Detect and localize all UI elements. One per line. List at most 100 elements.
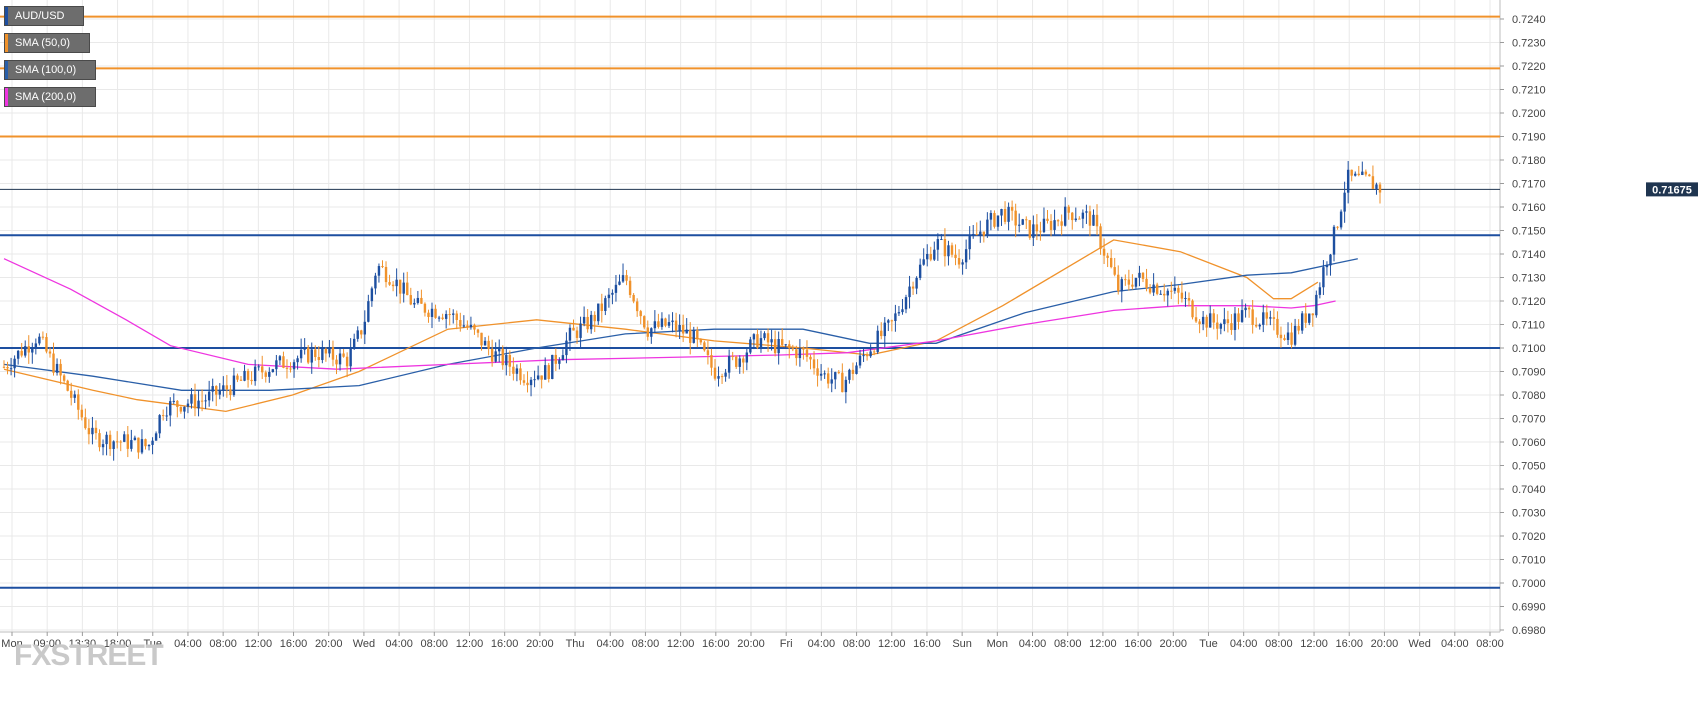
candle-bear (420, 297, 423, 304)
candle-bull (494, 351, 497, 362)
candle-bull (352, 338, 356, 349)
candle-bull (544, 365, 547, 380)
candle-bull (328, 347, 331, 354)
candle-bull (922, 259, 925, 265)
candle-bull (621, 275, 625, 282)
candle-bear (1046, 218, 1049, 221)
candle-bull (367, 301, 370, 322)
candle-bull (770, 339, 773, 343)
candle-bull (222, 385, 225, 391)
candle-bear (1127, 279, 1131, 285)
candle-bull (834, 372, 837, 380)
candles (2, 161, 1382, 461)
candle-bull (936, 239, 940, 250)
candle-bear (1237, 313, 1240, 322)
candle-bull (310, 349, 313, 363)
candle-bull (211, 386, 214, 392)
candle-bear (929, 253, 932, 260)
candle-bear (1265, 312, 1269, 319)
candle-bull (123, 434, 126, 442)
x-tick-label: Wed (1408, 638, 1430, 650)
candle-bear (1254, 324, 1258, 327)
x-tick-label: 12:00 (1089, 638, 1117, 650)
candle-bull (1134, 277, 1138, 287)
candle-bull (31, 347, 34, 353)
candle-bear (890, 320, 894, 322)
candle-bear (1148, 288, 1152, 293)
candle-bear (632, 295, 635, 302)
candle-bear (1102, 248, 1106, 256)
candle-bull (607, 294, 611, 299)
candle-bear (264, 372, 267, 377)
candle-bear (1025, 219, 1028, 221)
candle-bull (437, 317, 441, 319)
y-tick-label: 0.7010 (1512, 555, 1546, 567)
candle-bear (1180, 292, 1184, 299)
candle-bull (1166, 290, 1169, 296)
x-tick-label: 20:00 (1371, 638, 1399, 650)
x-tick-label: 20:00 (315, 638, 343, 650)
candle-bear (982, 231, 986, 236)
candle-bull (887, 320, 890, 323)
candle-bear (1216, 322, 1219, 329)
legend-sma100[interactable]: SMA (100,0) (4, 60, 96, 80)
candle-bull (9, 368, 13, 370)
legend-sma200[interactable]: SMA (200,0) (4, 87, 96, 107)
candle-bull (469, 324, 473, 328)
candle-bear (657, 321, 660, 327)
x-axis: Mon 09:00 13:30 18:00 Tue 04:00 08:00 12:00 16:0… (1, 632, 1504, 650)
candle-bull (1184, 298, 1187, 300)
candle-bull (1209, 313, 1212, 328)
candle-bear (1194, 317, 1198, 322)
candle-bear (261, 366, 264, 373)
candle-bear (6, 366, 9, 369)
candle-bull (901, 309, 904, 313)
candle-bear (865, 355, 869, 357)
x-tick-label: 08:00 (1054, 638, 1082, 650)
y-tick-label: 0.7020 (1512, 531, 1546, 543)
candle-bear (575, 330, 579, 338)
candle-bull (926, 253, 929, 260)
candle-bull (964, 249, 968, 263)
candle-bear (62, 375, 66, 381)
candle-bull (275, 360, 278, 370)
candle-bull (374, 275, 377, 289)
candle-bear (391, 284, 395, 287)
x-tick-label: 12:00 (456, 638, 484, 650)
candle-bull (1262, 312, 1265, 325)
candle-bull (370, 288, 374, 302)
legend-pair[interactable]: AUD/USD (4, 6, 84, 26)
candle-bull (1354, 173, 1357, 176)
legend-sma50[interactable]: SMA (50,0) (4, 33, 90, 53)
candle-bull (947, 245, 950, 257)
candle-bull (1053, 220, 1056, 230)
candle-bull (1201, 316, 1205, 325)
candle-bull (147, 444, 151, 447)
candle-bear (1049, 220, 1053, 230)
candle-bull (1269, 317, 1272, 319)
y-tick-label: 0.7240 (1512, 14, 1546, 26)
candle-bear (674, 320, 678, 331)
candle-bull (416, 297, 420, 303)
candle-bear (94, 427, 98, 434)
candle-bull (869, 351, 872, 357)
candle-bull (140, 439, 144, 453)
legend-sma50-label: SMA (50,0) (15, 37, 71, 49)
candle-bull (402, 282, 405, 294)
candle-bear (1131, 284, 1134, 287)
candle-bear (720, 376, 724, 378)
candle-bull (1329, 254, 1332, 266)
candle-bear (331, 347, 335, 360)
y-tick-label: 0.7120 (1512, 296, 1546, 308)
x-tick-label: Mon (1, 638, 22, 650)
candle-bull (395, 279, 398, 287)
y-tick-label: 0.7110 (1512, 320, 1545, 332)
candle-bull (303, 347, 306, 350)
current-price-label: 0.71675 (1652, 184, 1692, 196)
x-tick-label: 04:00 (1230, 638, 1258, 650)
candle-bull (897, 312, 901, 314)
y-tick-label: 0.7000 (1512, 578, 1546, 590)
candle-bear (1230, 323, 1233, 331)
candle-bear (791, 348, 795, 350)
candle-bear (1290, 332, 1293, 345)
